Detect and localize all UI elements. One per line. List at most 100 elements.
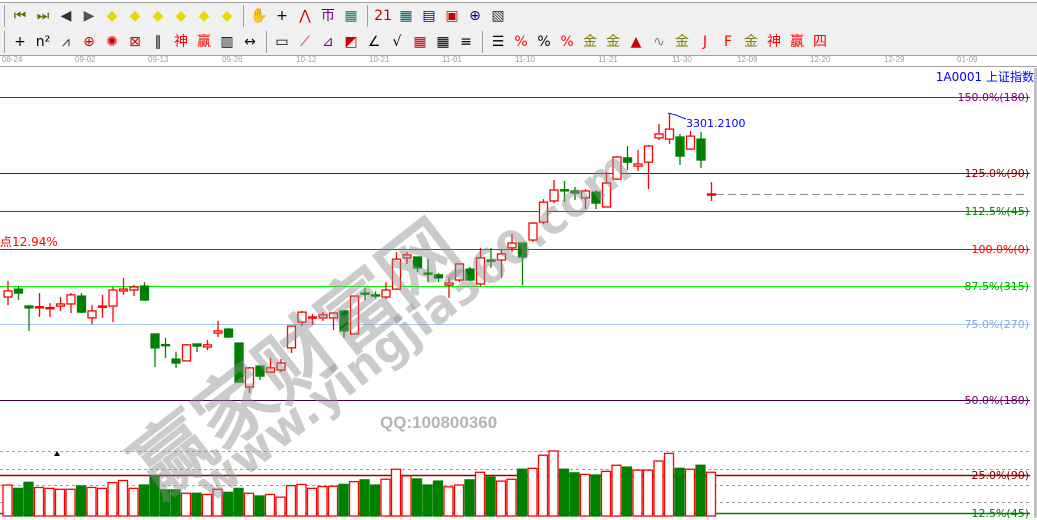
- candle-body: [528, 222, 538, 241]
- volume-bar: [212, 488, 223, 517]
- candle-body: [171, 358, 181, 364]
- win-fan-icon[interactable]: 赢: [790, 34, 804, 50]
- fibonacci-n2-icon[interactable]: n²: [35, 34, 51, 50]
- right-scrollbar[interactable]: [1034, 68, 1037, 518]
- grid-black-icon[interactable]: ▦: [436, 34, 450, 50]
- volume-bar: [191, 492, 202, 517]
- ruler-icon[interactable]: ▥: [220, 34, 234, 50]
- god-fan-icon[interactable]: 神: [767, 34, 781, 50]
- candle: [171, 351, 181, 368]
- calendar-icon[interactable]: 21: [374, 8, 392, 24]
- volume-bar: [338, 483, 349, 517]
- percent-line-icon[interactable]: %: [514, 34, 528, 50]
- percent-levels-icon[interactable]: %: [560, 34, 574, 50]
- candle: [160, 337, 171, 358]
- line-chart-icon[interactable]: ⋀: [299, 8, 311, 24]
- volume-bar: [65, 488, 76, 517]
- shift-right-icon[interactable]: ◆: [129, 8, 141, 24]
- symbol-label: 1A0001 上证指数: [935, 70, 1034, 84]
- candle: [328, 312, 339, 331]
- percent-icon[interactable]: %: [537, 34, 551, 50]
- expand-all-icon[interactable]: ◆: [198, 8, 210, 24]
- volume-bar: [653, 460, 664, 517]
- volume-bar: [54, 488, 66, 517]
- date-axis: 08-24 09-02 09-13 09-26 10-12 10-21 11-01 11-10…: [0, 55, 1037, 67]
- gold-fan-icon[interactable]: 金: [744, 34, 758, 50]
- spiral-icon[interactable]: ✺: [106, 34, 118, 50]
- step-right-icon[interactable]: ▶: [83, 8, 95, 24]
- compress-horizontal-icon[interactable]: ◆: [175, 8, 187, 24]
- grid-style-icon[interactable]: ▦: [344, 8, 358, 24]
- hand-pan-icon[interactable]: ✋: [250, 8, 268, 24]
- candle: [675, 133, 685, 165]
- wave-icon[interactable]: ∿: [653, 34, 665, 50]
- measure-width-icon[interactable]: ↔: [244, 34, 256, 50]
- god-line-icon[interactable]: 神: [174, 34, 188, 50]
- grid-red-icon[interactable]: ▦: [413, 34, 427, 50]
- calculator-icon[interactable]: ▦: [399, 8, 413, 24]
- stock-select-icon[interactable]: 帀: [321, 8, 335, 24]
- candle: [486, 247, 496, 268]
- level-label: 150.0%(180): [957, 90, 1029, 104]
- gann-fan-icon[interactable]: ⊿: [322, 34, 334, 50]
- qq-watermark: QQ:100800360: [380, 413, 498, 432]
- v-line-icon[interactable]: √: [392, 34, 402, 50]
- volume-bar: [107, 481, 118, 517]
- volume-bar: [128, 487, 139, 517]
- fan-lines-icon[interactable]: ⟋: [300, 34, 310, 50]
- parallel-lines-icon[interactable]: ∥: [154, 34, 162, 50]
- volume-bar: [390, 468, 402, 517]
- volume-bar: [180, 492, 192, 517]
- first-page-icon[interactable]: ⏮: [13, 8, 27, 24]
- last-page-icon[interactable]: ⏭: [36, 8, 50, 24]
- candle-body: [213, 330, 223, 334]
- save-icon[interactable]: ▣: [445, 8, 459, 24]
- date-tick-label: 12-29: [884, 55, 905, 64]
- volume-bar: [348, 481, 360, 517]
- percent-note: 点12.94%: [0, 235, 58, 249]
- crosshair-icon[interactable]: +: [276, 8, 288, 24]
- step-left-icon[interactable]: ◀: [60, 8, 72, 24]
- expand-vertical-icon[interactable]: ◆: [221, 8, 233, 24]
- shift-left-icon[interactable]: ◆: [106, 8, 118, 24]
- cycle-circle-icon[interactable]: ⊕: [83, 34, 95, 50]
- candle: [318, 312, 328, 321]
- gann-box-icon[interactable]: ⊠: [129, 34, 141, 50]
- angle-lines-icon[interactable]: ∠: [367, 34, 381, 50]
- gold-levels-icon[interactable]: 金: [606, 34, 620, 50]
- diagonal-lines-icon[interactable]: ≡: [460, 34, 472, 50]
- notepad-icon[interactable]: ▤: [422, 8, 436, 24]
- fibonacci-levels-icon[interactable]: ☰: [491, 34, 505, 50]
- rectangle-tool-icon[interactable]: ▭: [275, 34, 289, 50]
- pitchfork-icon[interactable]: ⩘: [62, 34, 70, 50]
- print-icon[interactable]: ▧: [491, 8, 505, 24]
- network-icon[interactable]: ⊕: [469, 8, 481, 24]
- date-tick-label: 11-21: [598, 55, 618, 64]
- candle: [706, 182, 717, 201]
- gann-square-icon[interactable]: ◩: [344, 34, 358, 50]
- cross-tool-icon[interactable]: +: [14, 34, 26, 50]
- candle-body: [339, 310, 349, 332]
- gold-circle-icon[interactable]: 金: [583, 34, 597, 50]
- f-fan-icon[interactable]: F: [723, 34, 733, 50]
- toolbar-separator: [243, 5, 244, 27]
- date-tick-label: 08-24: [2, 55, 23, 64]
- win-line-icon[interactable]: 赢: [197, 34, 211, 50]
- candle: [601, 172, 612, 208]
- annotation-leader-line: [667, 112, 687, 120]
- volume-bar: [422, 484, 433, 517]
- expand-horizontal-icon[interactable]: ◆: [152, 8, 164, 24]
- rocket-icon[interactable]: ▲: [630, 34, 642, 50]
- candle-body: [307, 316, 318, 319]
- candle: [538, 199, 549, 224]
- volume-bar: [495, 480, 507, 517]
- high-price-annotation: 3301.2100: [686, 117, 746, 130]
- candle: [559, 180, 570, 203]
- j-fan-icon[interactable]: J: [702, 34, 708, 50]
- date-tick-label: 01-09: [957, 55, 978, 64]
- four-fan-icon[interactable]: 四: [813, 34, 827, 50]
- candle-body: [507, 242, 517, 249]
- gold-band-icon[interactable]: 金: [675, 34, 689, 50]
- candle: [423, 259, 433, 283]
